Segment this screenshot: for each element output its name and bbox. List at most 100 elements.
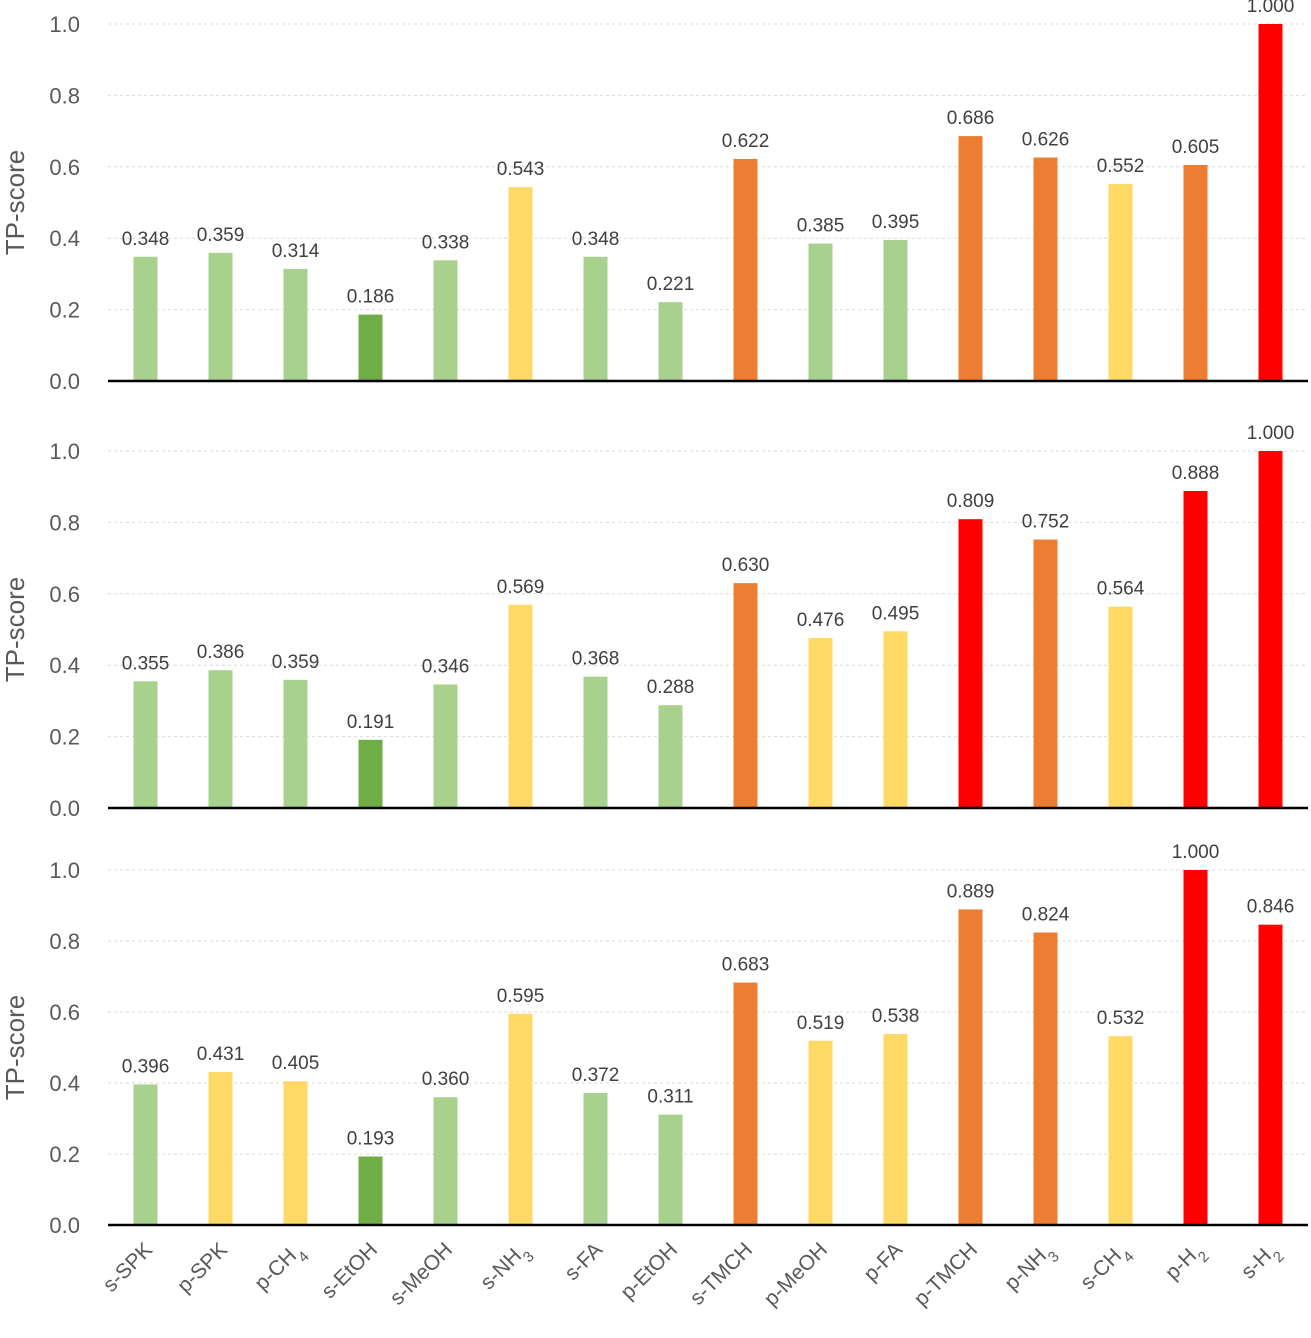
y-tick-label: 0.2 [49, 725, 80, 750]
y-tick-label: 1.0 [49, 12, 80, 37]
y-tick-label: 0.6 [49, 1000, 80, 1025]
bar-s-H2 [1258, 924, 1283, 1225]
data-label: 0.314 [272, 241, 320, 262]
data-label: 0.396 [122, 1056, 170, 1077]
data-label: 0.359 [272, 652, 320, 673]
x-tick-label: s-CH4 [1076, 1238, 1137, 1299]
bar-s-EtOH [358, 1156, 383, 1225]
y-axis-title: TP-score [0, 150, 30, 255]
y-tick-label: 0.2 [49, 298, 80, 323]
x-tick-label: s-SPK [99, 1238, 157, 1296]
y-tick-label: 0.8 [49, 83, 80, 108]
bar-s-SPK [133, 1084, 158, 1225]
chart-panel-1: 0.0 0.2 0.4 0.6 0.8 1.0 TP-score 0.348 0.359 0.31… [0, 0, 1308, 394]
x-tick-label: s-MeOH [385, 1238, 457, 1310]
data-label: 0.630 [722, 555, 770, 576]
data-label: 0.348 [572, 229, 620, 250]
bar-p-SPK [208, 252, 233, 381]
bar-s-SPK [133, 256, 158, 381]
bar-s-H2 [1258, 24, 1283, 381]
bar-s-H2 [1258, 451, 1283, 808]
bar-s-TMCH [733, 158, 758, 381]
y-tick-label: 0.8 [49, 510, 80, 535]
y-tick-label: 0.0 [49, 1213, 80, 1238]
bar-p-MeOH [808, 1040, 833, 1225]
bar-p-FA [883, 1034, 908, 1225]
bar-p-TMCH [958, 909, 983, 1225]
data-label: 0.752 [1022, 512, 1070, 533]
bar-s-TMCH [733, 982, 758, 1225]
data-label: 0.552 [1097, 156, 1145, 177]
bar-p-FA [883, 631, 908, 808]
chart-panel-3: 0.0 0.2 0.4 0.6 0.8 1.0 TP-score 0.396 0.431 0.40… [0, 842, 1308, 1311]
data-label: 1.000 [1172, 842, 1220, 863]
data-label: 0.405 [272, 1053, 320, 1074]
bar-s-FA [583, 256, 608, 381]
data-label: 0.385 [797, 216, 845, 237]
bar-p-H2 [1183, 165, 1208, 381]
bar-p-EtOH [658, 705, 683, 808]
data-label: 0.846 [1247, 897, 1295, 918]
data-label: 0.360 [422, 1069, 470, 1090]
x-tick-label: s-H2 [1237, 1238, 1288, 1289]
bar-s-MeOH [433, 684, 458, 808]
bar-p-CH4 [283, 1081, 308, 1225]
bar-p-EtOH [658, 302, 683, 381]
bar-s-FA [583, 676, 608, 808]
bar-p-NH3 [1033, 157, 1058, 381]
data-label: 0.626 [1022, 130, 1070, 151]
y-tick-label: 0.8 [49, 929, 80, 954]
data-label: 0.431 [197, 1044, 245, 1065]
bar-s-SPK [133, 681, 158, 808]
data-label: 0.538 [872, 1006, 920, 1027]
data-label: 0.595 [497, 986, 545, 1007]
y-tick-label: 1.0 [49, 439, 80, 464]
bar-s-EtOH [358, 739, 383, 808]
data-label: 0.519 [797, 1013, 845, 1034]
x-tick-label: p-SPK [173, 1238, 232, 1297]
data-label: 0.686 [947, 108, 995, 129]
data-label: 0.495 [872, 603, 920, 624]
y-tick-label: 0.4 [49, 653, 80, 678]
bar-p-EtOH [658, 1114, 683, 1225]
data-label: 0.338 [422, 232, 470, 253]
data-label: 0.288 [647, 677, 695, 698]
bar-p-NH3 [1033, 539, 1058, 808]
y-tick-label: 0.0 [49, 369, 80, 394]
y-axis-title: TP-score [0, 995, 30, 1100]
data-label: 0.809 [947, 491, 995, 512]
bar-p-MeOH [808, 243, 833, 381]
data-label: 0.359 [197, 225, 245, 246]
y-tick-label: 1.0 [49, 858, 80, 883]
data-label: 0.311 [647, 1087, 693, 1108]
x-tick-label: s-EtOH [317, 1238, 382, 1303]
x-tick-label: p-FA [859, 1238, 907, 1286]
bar-p-NH3 [1033, 932, 1058, 1225]
data-label: 1.000 [1247, 0, 1295, 17]
bar-s-NH3 [508, 1013, 533, 1225]
data-label: 0.532 [1097, 1008, 1145, 1029]
data-label: 0.346 [422, 656, 470, 677]
bar-p-CH4 [283, 679, 308, 808]
y-tick-label: 0.4 [49, 1071, 80, 1096]
data-label: 0.889 [947, 881, 995, 902]
x-tick-label: p-TMCH [910, 1238, 982, 1310]
bar-s-MeOH [433, 1097, 458, 1225]
data-label: 0.543 [497, 159, 545, 180]
data-label: 0.888 [1172, 463, 1220, 484]
data-label: 1.000 [1247, 423, 1295, 444]
bar-p-TMCH [958, 519, 983, 808]
bar-s-MeOH [433, 260, 458, 381]
bar-p-TMCH [958, 136, 983, 381]
x-tick-label: p-NH3 [1000, 1238, 1062, 1300]
bar-s-CH4 [1108, 183, 1133, 381]
data-label: 0.368 [572, 649, 620, 670]
data-label: 0.355 [122, 653, 170, 674]
bar-s-NH3 [508, 187, 533, 381]
data-label: 0.395 [872, 212, 920, 233]
bar-p-SPK [208, 670, 233, 808]
bar-s-EtOH [358, 314, 383, 381]
x-tick-label: s-TMCH [686, 1238, 758, 1310]
